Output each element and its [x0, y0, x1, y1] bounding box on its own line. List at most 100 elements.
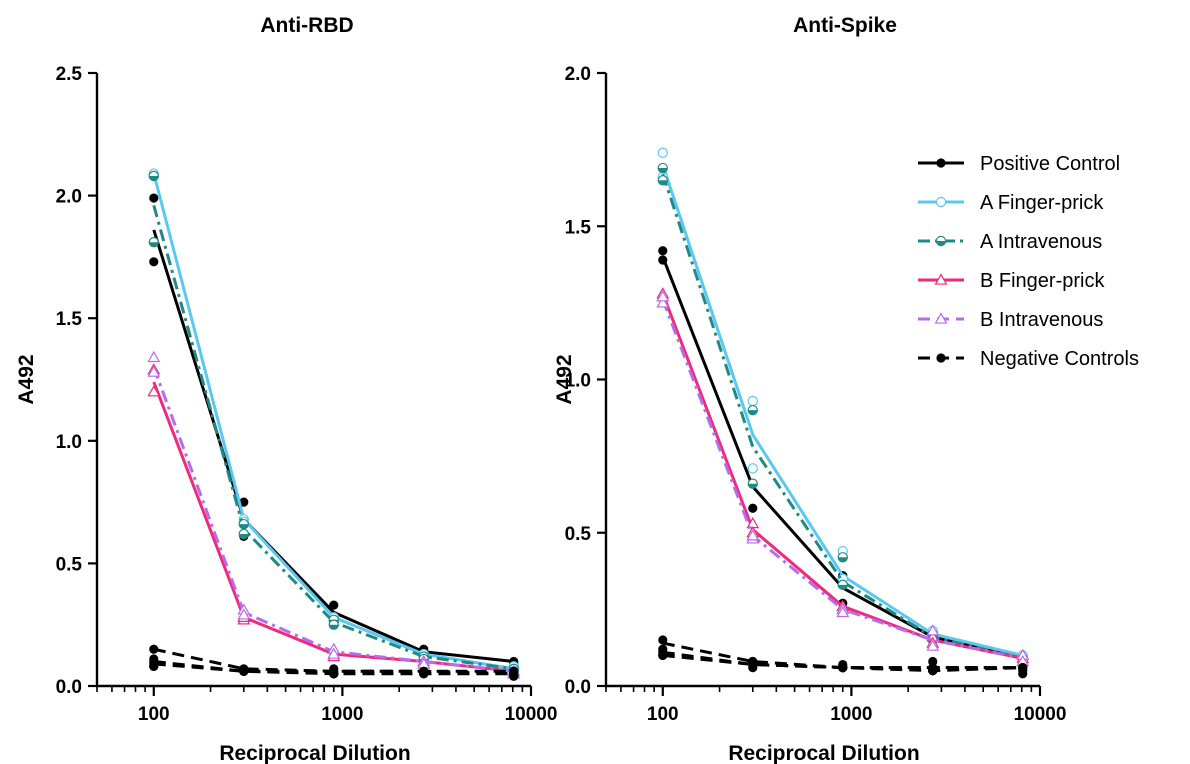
half-circle-fill	[658, 168, 668, 173]
half-circle-fill	[838, 584, 848, 590]
y-tick-label: 0.5	[56, 554, 83, 575]
anti-rbd-chart: Anti-RBD 0.0 0.5 1.0 1.5 2.0 2.5 100 1000 10000 Re…	[15, 14, 557, 764]
half-circle-fill	[329, 624, 339, 630]
half-circle-fill	[748, 483, 758, 489]
half-circle-fill	[936, 241, 946, 246]
data-point	[656, 296, 670, 308]
series-positive-control	[149, 193, 519, 669]
legend-item-a-finger-prick: A Finger-prick	[918, 192, 1104, 214]
data-point	[1018, 669, 1028, 679]
series-negative-controls	[658, 650, 1028, 679]
x-tick-label: 1000	[321, 704, 363, 725]
y-tick-label: 0.0	[56, 677, 82, 698]
data-point	[239, 666, 249, 676]
chart-title: Anti-Spike	[793, 14, 897, 37]
data-point	[149, 257, 159, 267]
legend-item-b-finger-prick: B Finger-prick	[918, 270, 1105, 292]
data-point	[838, 663, 848, 673]
data-point	[658, 650, 668, 660]
data-point	[147, 385, 161, 397]
data-point	[656, 290, 670, 302]
y-axis-label: A492	[15, 354, 38, 404]
legend-marker-icon	[935, 196, 947, 208]
series-line	[152, 204, 514, 671]
data-point	[746, 529, 760, 541]
series-line	[152, 229, 514, 663]
series-line	[661, 173, 1024, 660]
data-point	[837, 552, 848, 563]
data-point	[148, 236, 159, 248]
series-negative-controls	[149, 659, 519, 681]
data-point	[238, 518, 249, 530]
data-point	[748, 503, 758, 513]
half-circle-fill	[239, 524, 249, 529]
legend-marker-icon	[935, 235, 947, 247]
y-tick-label: 2.5	[56, 64, 83, 85]
data-point	[149, 661, 159, 671]
data-point	[509, 671, 519, 681]
data-point	[926, 624, 940, 636]
legend: Positive Control A Finger-prick A Intraven…	[918, 153, 1139, 370]
half-circle-fill	[838, 557, 848, 562]
anti-spike-chart: Anti-Spike 0.0 0.5 1.0 1.5 2.0 100 1000 10000 Rec…	[553, 14, 1066, 764]
data-point	[237, 608, 251, 620]
y-tick-label: 0.5	[565, 524, 592, 545]
legend-item-a-intravenous: A Intravenous	[918, 231, 1102, 253]
data-point	[658, 635, 668, 645]
chart-title: Anti-RBD	[260, 14, 353, 37]
data-point	[147, 350, 161, 363]
series-b-intravenous	[656, 290, 1030, 667]
x-tick-label: 100	[138, 704, 170, 725]
series-a-finger-prick	[148, 168, 519, 675]
data-point	[747, 395, 758, 407]
x-tick-label: 1000	[830, 704, 872, 725]
half-circle-fill	[239, 533, 249, 539]
legend-label: A Intravenous	[980, 231, 1102, 253]
x-axis-label: Reciprocal Dilution	[219, 742, 410, 764]
data-point	[747, 478, 758, 489]
legend-marker-icon	[934, 312, 948, 324]
x-tick-label: 10000	[505, 704, 558, 725]
legend-marker-icon	[936, 158, 946, 168]
y-tick-label: 2.0	[565, 64, 591, 85]
series-a-intravenous	[657, 162, 1028, 664]
data-point	[149, 644, 159, 654]
data-point	[148, 170, 159, 182]
data-point	[658, 255, 668, 265]
data-point	[329, 669, 339, 679]
data-point	[657, 162, 668, 174]
half-circle-fill	[149, 175, 159, 181]
data-point	[747, 463, 758, 474]
y-tick-label: 0.0	[565, 677, 591, 698]
data-point	[328, 619, 339, 630]
data-point	[419, 669, 429, 679]
series-line	[152, 173, 514, 671]
data-point	[149, 193, 159, 203]
x-tick-label: 100	[647, 704, 679, 725]
half-circle-fill	[658, 180, 668, 185]
legend-item-negative-controls: Negative Controls	[918, 348, 1139, 370]
y-tick-label: 1.5	[565, 217, 592, 238]
legend-label: B Finger-prick	[980, 270, 1105, 292]
data-point	[747, 404, 758, 416]
x-axis-label: Reciprocal Dilution	[728, 742, 919, 764]
y-tick-label: 1.0	[56, 432, 82, 453]
data-point	[147, 365, 161, 377]
legend-label: Positive Control	[980, 153, 1120, 175]
y-tick-label: 2.0	[56, 187, 82, 208]
series-a-intravenous	[148, 170, 519, 677]
series-line	[661, 256, 1024, 660]
legend-marker-icon	[936, 353, 946, 363]
x-tick-label: 10000	[1014, 704, 1067, 725]
half-circle-fill	[149, 242, 159, 247]
legend-item-positive-control: Positive Control	[918, 153, 1120, 175]
y-tick-label: 1.5	[56, 309, 83, 330]
y-axis-label: A492	[553, 354, 576, 404]
data-point	[837, 579, 848, 591]
data-point	[329, 600, 339, 610]
data-point	[928, 666, 938, 676]
data-point	[658, 246, 668, 256]
data-point	[836, 605, 850, 618]
legend-marker-icon	[934, 273, 948, 285]
